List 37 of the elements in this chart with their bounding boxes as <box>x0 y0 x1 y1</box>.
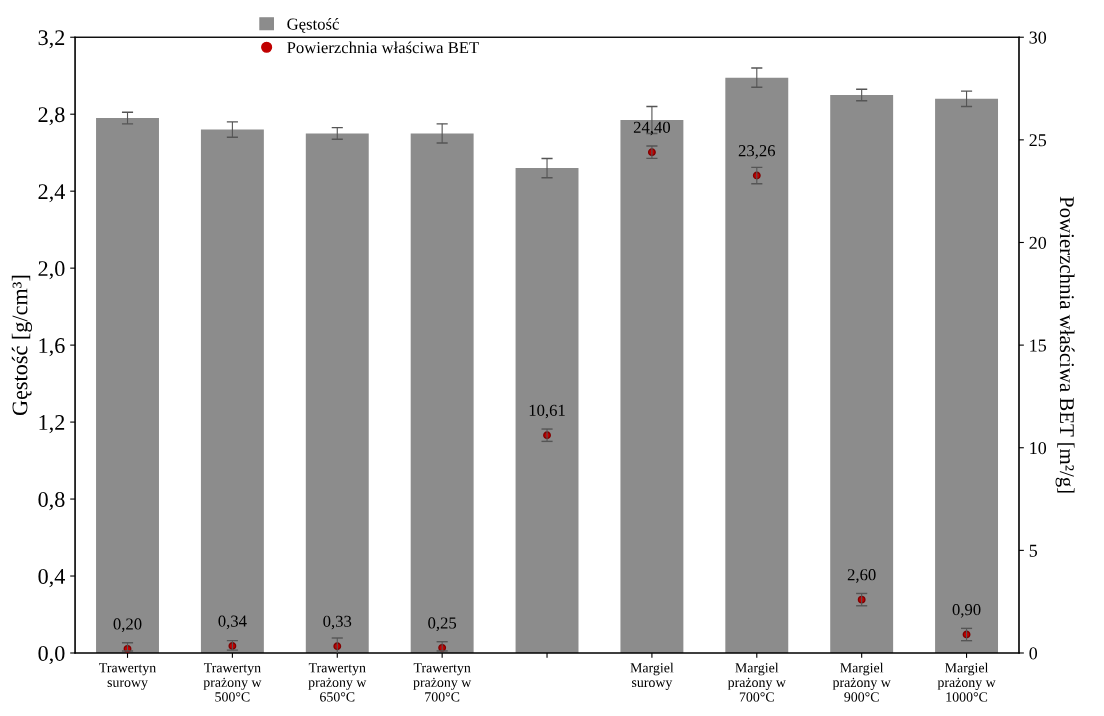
y2-tick-label: 0 <box>1029 647 1038 660</box>
y-axis-title: Gęstość [g/cm³] <box>11 275 33 416</box>
x-tick-label: Trawertyn prażony w 500°C <box>203 663 262 702</box>
data-label: 10,61 <box>529 404 565 419</box>
y2-tick-label: 5 <box>1029 544 1038 557</box>
data-label: 2,60 <box>847 569 876 583</box>
x-tick-label: Margiel prażony w 900°C <box>832 662 891 702</box>
data-label: 0,25 <box>428 617 457 631</box>
x-tick-label: Trawertyn surowy <box>99 663 156 690</box>
x-tick-label: Trawertyn prażony w 700°C <box>413 663 472 702</box>
y2-tick-label: 30 <box>1029 31 1047 44</box>
data-label: 23,26 <box>738 145 776 159</box>
y-tick-label: 2,8 <box>38 107 65 126</box>
y2-axis-title: Powierzchnia właściwa BET [m²/g] <box>1055 196 1075 493</box>
data-label: 0,34 <box>218 615 247 630</box>
y-tick-label: 1,2 <box>39 415 65 434</box>
x-tick-label: Margiel prażony w 1000°C <box>937 662 996 702</box>
y-tick-label: 2,4 <box>38 184 65 203</box>
y-tick-label: 0,8 <box>38 491 65 511</box>
x-tick-label: Trawertyn prażony w 650°C <box>308 663 367 702</box>
y-tick-label: 1,6 <box>39 338 65 357</box>
y2-tick-label: 25 <box>1029 134 1047 147</box>
x-tick-label: Margiel surowy <box>630 662 674 690</box>
data-label: 0,20 <box>113 618 142 632</box>
data-label: 0,33 <box>323 615 352 630</box>
y2-tick-label: 20 <box>1029 236 1047 249</box>
data-label: 0,90 <box>952 603 981 618</box>
legend-label: Powierzchnia właściwa BET <box>287 41 479 54</box>
y-tick-label: 0,0 <box>38 645 65 665</box>
y-tick-label: 2,0 <box>38 261 65 280</box>
legend-label: Gęstość <box>287 17 339 33</box>
data-label: 24,40 <box>633 121 671 136</box>
y-tick-label: 3,2 <box>38 30 65 49</box>
y2-tick-label: 10 <box>1030 442 1047 455</box>
y2-tick-label: 15 <box>1030 339 1047 352</box>
y-tick-label: 0,4 <box>38 568 65 588</box>
x-tick-label: Margiel prażony w 700°C <box>727 662 786 702</box>
